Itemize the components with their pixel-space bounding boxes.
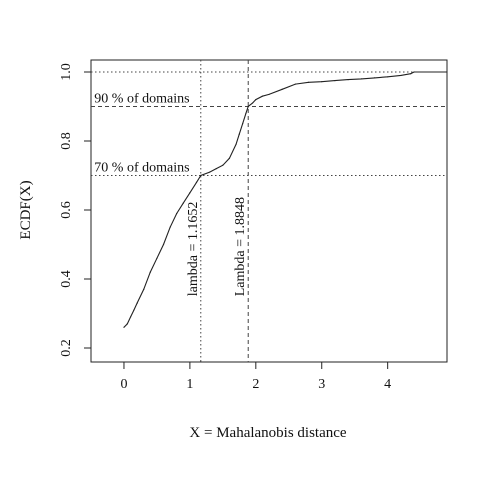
x-tick-label: 4: [384, 377, 391, 392]
percent-annotation: 90 % of domains: [94, 92, 189, 107]
lambda-annotation: Lambda = 1.8848: [233, 197, 248, 296]
ecdf-point: [347, 78, 349, 81]
plot-border: [90, 59, 448, 363]
ecdf-point: [200, 174, 202, 177]
ecdf-point: [242, 123, 244, 125]
ecdf-point: [255, 99, 257, 101]
ecdf-point: [136, 302, 138, 304]
ecdf-point: [123, 326, 125, 328]
ecdf-point: [410, 73, 412, 75]
reference-lines-layer: [91, 60, 447, 362]
ecdf-point: [413, 71, 415, 73]
ecdf-point: [261, 95, 264, 97]
y-tick-label: 0.8: [59, 132, 74, 150]
y-tick-label: 0.6: [59, 201, 74, 219]
y-tick-label: 0.4: [59, 270, 74, 288]
ecdf-point: [360, 78, 362, 80]
series-layer: [123, 71, 448, 328]
x-tick-label: 0: [120, 377, 127, 392]
ecdf-point: [321, 81, 323, 83]
ecdf-point: [189, 192, 191, 194]
ecdf-point: [446, 71, 448, 73]
y-tick-label: 1.0: [59, 63, 74, 81]
ecdf-point: [400, 74, 402, 77]
ecdf-point: [162, 243, 165, 246]
ecdf-point: [247, 105, 249, 108]
ecdf-point: [307, 81, 310, 83]
ecdf-point: [215, 168, 217, 170]
plot-frame-layer: [90, 59, 448, 363]
x-axis-label: X = Mahalanobis distance: [189, 425, 347, 441]
ecdf-line: [123, 71, 447, 328]
y-axis-label: ECDF(X): [18, 180, 34, 239]
ecdf-point: [387, 76, 389, 78]
ecdf-point: [245, 112, 247, 114]
ecdf-point: [195, 181, 198, 183]
ecdf-point: [126, 323, 128, 325]
ecdf-point: [294, 83, 296, 85]
y-tick-label: 0.2: [59, 339, 74, 357]
ecdf-point: [235, 143, 237, 146]
x-tick-label: 1: [186, 377, 193, 392]
ecdf-point: [222, 164, 224, 166]
ecdf-point: [228, 157, 231, 159]
ecdf-point: [169, 226, 171, 228]
ecdf-point: [209, 171, 211, 173]
ecdf-point: [182, 202, 184, 204]
ecdf-point: [176, 212, 178, 215]
x-tick-label: 3: [318, 377, 325, 392]
ecdf-point: [238, 133, 240, 135]
axis-layer: 0 1 2 3 4 0.2 0.4 0.6 0.8 1.0: [59, 63, 391, 392]
lambda-annotation: lambda = 1.1652: [186, 202, 201, 297]
ecdf-point: [251, 102, 254, 104]
ecdf-point: [149, 271, 151, 273]
ecdf-point: [143, 288, 145, 290]
ecdf-point: [334, 80, 336, 82]
annotation-layer: 90 % of domains 70 % of domains lambda = 1…: [94, 92, 248, 297]
ecdf-point: [373, 77, 376, 79]
percent-annotation: 70 % of domains: [94, 161, 189, 176]
ecdf-point: [133, 309, 135, 311]
ecdf-point: [268, 93, 270, 96]
ecdf-point: [281, 88, 283, 90]
ecdf-point: [156, 257, 158, 259]
ecdf-point: [129, 316, 132, 318]
x-tick-label: 2: [252, 377, 259, 392]
